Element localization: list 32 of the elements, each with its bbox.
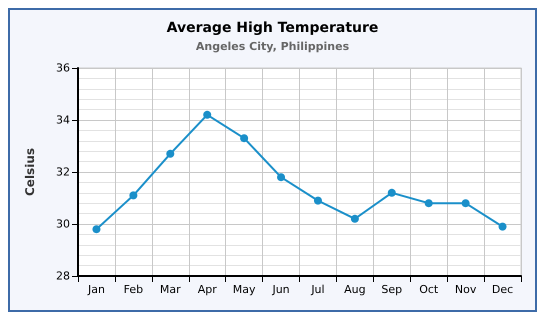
x-tick-label: Apr bbox=[198, 283, 218, 296]
point bbox=[277, 173, 286, 182]
point bbox=[240, 134, 248, 142]
y-tick-label: 30 bbox=[56, 218, 70, 230]
x-tick-label: Feb bbox=[124, 283, 144, 296]
x-tick-label: Mar bbox=[160, 283, 182, 296]
x-tick-label: Oct bbox=[419, 283, 439, 296]
y-tick-label: 34 bbox=[56, 114, 70, 126]
point bbox=[462, 199, 470, 208]
point bbox=[498, 222, 507, 231]
chart-title: Average High Temperature bbox=[166, 20, 378, 36]
x-tick-label: May bbox=[232, 283, 256, 296]
point bbox=[388, 188, 396, 197]
x-tick-label: Sep bbox=[381, 283, 402, 296]
chart-subtitle: Angeles City, Philippines bbox=[196, 40, 350, 53]
point bbox=[166, 150, 174, 158]
point bbox=[424, 199, 433, 208]
point bbox=[92, 225, 100, 234]
point bbox=[129, 191, 138, 200]
y-tick-label: 32 bbox=[56, 166, 70, 178]
x-tick-label: Jun bbox=[271, 283, 290, 296]
x-tick-label: Jan bbox=[86, 283, 105, 296]
x-tick-label: Nov bbox=[454, 283, 477, 296]
point bbox=[314, 196, 322, 205]
y-tick-label: 28 bbox=[56, 270, 70, 282]
x-tick-label: Jul bbox=[310, 283, 325, 296]
y-tick-label: 36 bbox=[56, 62, 70, 74]
point bbox=[203, 110, 212, 119]
point bbox=[350, 214, 359, 223]
x-tick-label: Aug bbox=[344, 283, 366, 296]
y-axis-title: Celsius bbox=[23, 148, 37, 196]
x-tick-label: Dec bbox=[492, 283, 514, 296]
